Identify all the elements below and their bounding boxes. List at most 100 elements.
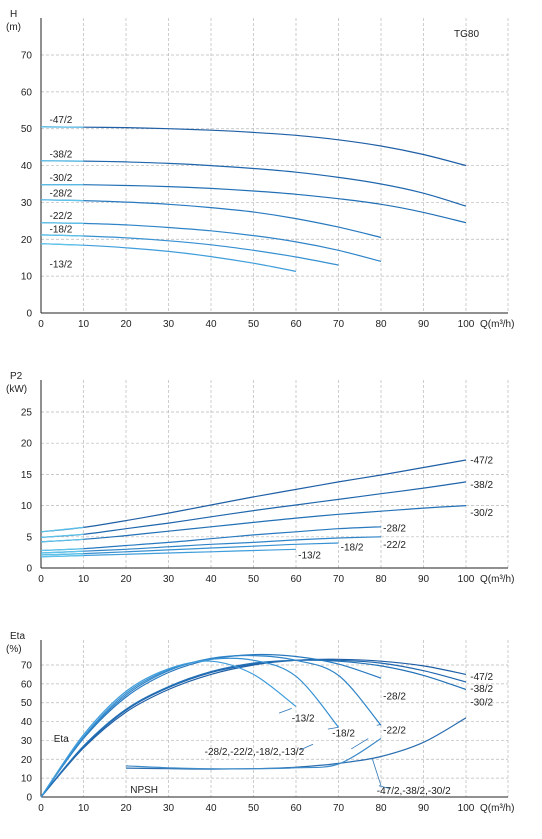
chart-panel-2: 0 10 20 30 40 50 60 70 80 90 100 0 5 10 15 20 25 Q(m³/h) P… [6,371,514,585]
series-line-47-2 [40,459,467,533]
x-tick-label: 30 [163,803,175,814]
x-tick-label: 60 [290,574,302,585]
series-start-highlight [40,222,84,224]
curve-label: -38/2 [50,149,73,160]
label-leader-line [376,724,382,726]
x-tick-label: 10 [78,803,90,814]
series-start-highlight [40,199,84,202]
series-line-30-2 [40,505,467,543]
curve-label: -30/2 [470,508,493,519]
x-tick-label: 10 [78,574,90,585]
series-group [40,653,467,798]
curve-label: -18/2 [50,224,73,235]
series-line-18-2 [40,542,339,556]
chart-panel-3: 0 10 20 30 40 50 60 70 80 90 100 0 10 20 30 40 50 60 70 Q(m… [6,631,514,814]
x-tick-label: 40 [205,574,217,585]
curve-label: -28/2,-22/2,-18/2,-13/2 [205,747,305,758]
x-tick-label: 30 [163,319,175,330]
x-tick-label: 10 [78,319,90,330]
y-tick-label: 20 [21,439,33,450]
x-tick-label: 70 [333,319,345,330]
series-start-highlight [40,553,84,556]
grid [41,18,509,313]
y-tick-label: 40 [21,161,33,172]
label-leader-line [300,743,314,751]
y-axis-unit: (m) [6,22,21,33]
x-tick-label: 20 [120,319,132,330]
y-tick-label: 25 [21,408,33,419]
chart-title: TG80 [454,29,479,40]
x-tick-label: 40 [205,803,217,814]
series-line-18-2 [40,234,339,266]
x-tick-label: 50 [248,574,260,585]
series-line-13-2 [40,660,297,798]
label-leader-line [327,726,339,730]
series-line-47-2 [40,658,467,798]
y-tick-label: 70 [21,661,33,672]
y-tick-label: 50 [21,124,33,135]
x-tick-label: 30 [163,574,175,585]
x-axis-label: Q(m³/h) [480,319,514,330]
x-axis-label: Q(m³/h) [480,574,514,585]
curve-label: -47/2,-38/2,-30/2 [377,786,451,797]
series-line-13-2 [40,243,297,272]
curve-label: -22/2 [50,211,73,222]
y-tick-label: 60 [21,679,33,690]
series-line-28-2 [40,199,382,238]
x-tick-label: 20 [120,574,132,585]
y-tick-label: 20 [21,755,33,766]
x-tick-label: 70 [333,574,345,585]
curve-label: -30/2 [470,697,493,708]
curve-label: -28/2 [50,188,73,199]
series-group [40,126,467,272]
curve-label: -28/2 [383,524,406,535]
x-tick-label: 0 [38,319,44,330]
curve-label: -18/2 [341,542,364,553]
grid [41,640,509,797]
curve-label: -13/2 [292,713,315,724]
series-start-highlight [40,538,84,543]
curve-label: -47/2 [470,672,493,683]
series-line-22-2 [40,654,382,798]
series-start-highlight [40,548,84,552]
y-tick-label: 30 [21,198,33,209]
curve-label: -13/2 [298,550,321,561]
curve-label: -47/2 [470,456,493,467]
series-line-38-2 [40,659,467,798]
x-tick-label: 50 [248,803,260,814]
y-tick-label: 5 [26,532,32,543]
x-axis-label: Q(m³/h) [480,803,514,814]
curve-label: -13/2 [50,259,73,270]
series-start-highlight [40,234,84,237]
y-tick-label: 10 [21,272,33,283]
y-tick-label: 15 [21,470,33,481]
x-tick-label: 60 [290,803,302,814]
curve-label: -18/2 [332,728,355,739]
curve-label: -38/2 [470,684,493,695]
x-tick-label: 50 [248,319,260,330]
curve-label: -28/2 [383,692,406,703]
y-tick-label: 20 [21,235,33,246]
x-tick-label: 90 [418,803,430,814]
curve-label: -22/2 [383,540,406,551]
x-tick-label: 40 [205,319,217,330]
y-tick-label: 60 [21,87,33,98]
y-tick-label: 70 [21,51,33,62]
series-group [40,459,467,558]
x-tick-label: 80 [375,319,387,330]
series-line-22-2 [40,536,382,554]
series-line-38-2 [40,481,467,538]
y-axis-label: P2 [10,371,23,382]
series-start-highlight [40,533,84,538]
grid [41,380,509,568]
y-axis-label: H [10,9,17,20]
series-line-30-2 [40,659,467,798]
x-tick-label: 70 [333,803,345,814]
series-start-highlight [40,526,84,533]
y-tick-label: 0 [26,793,32,804]
series-line-30-2 [40,184,467,224]
x-tick-label: 90 [418,574,430,585]
label-leader-line [372,759,382,786]
series-line-28-2 [40,526,382,552]
x-tick-label: 80 [375,803,387,814]
